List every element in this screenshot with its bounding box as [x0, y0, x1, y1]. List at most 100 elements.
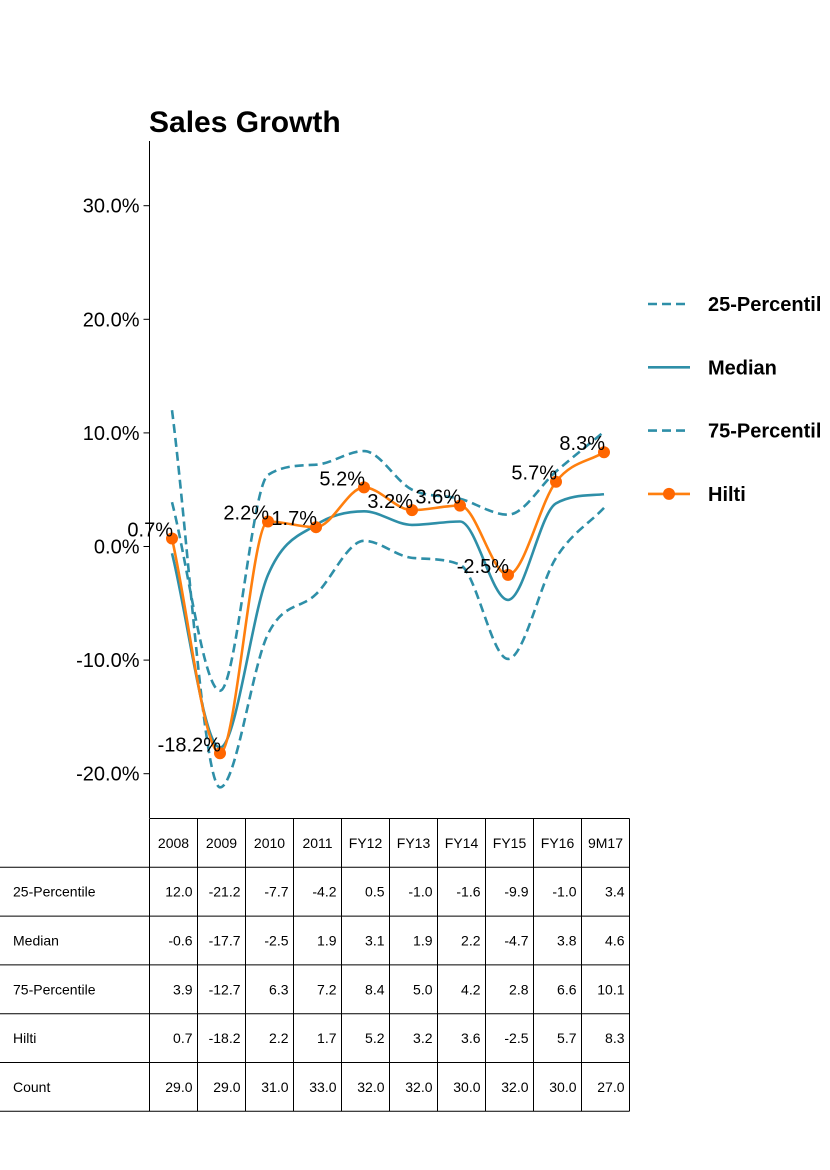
- hilti-data-label: 8.3%: [559, 433, 605, 455]
- y-tick-label: -10.0%: [76, 650, 140, 672]
- table-cell: 0.5: [365, 884, 385, 900]
- hilti-marker: [406, 504, 418, 517]
- table-cell: 6.3: [269, 981, 289, 997]
- table-cell: 32.0: [501, 1079, 528, 1095]
- table-cell: -18.2: [209, 1030, 241, 1046]
- hilti-marker: [454, 499, 466, 512]
- y-tick-label: 30.0%: [83, 196, 140, 218]
- hilti-marker: [310, 521, 322, 534]
- table-cell: 32.0: [357, 1079, 384, 1095]
- table-cell: 3.6: [461, 1030, 481, 1046]
- hilti-data-label: 2.2%: [223, 503, 269, 525]
- hilti-data-label: 0.7%: [127, 520, 173, 542]
- table-cell: 30.0: [453, 1079, 480, 1095]
- table-row-label: Median: [13, 933, 59, 949]
- table-cell: 1.9: [413, 933, 433, 949]
- hilti-marker: [262, 515, 274, 528]
- table-cell: 6.6: [557, 981, 577, 997]
- table-cell: 8.3: [605, 1030, 625, 1046]
- table-cell: 33.0: [309, 1079, 336, 1095]
- hilti-marker: [550, 475, 562, 488]
- hilti-markers: [166, 446, 610, 760]
- hilti-data-labels: 0.7% -18.2% 2.2% 1.7%5.2%3.2% 3.6% -2.5% 5.7%8…: [127, 433, 605, 756]
- table-cell: 30.0: [549, 1079, 576, 1095]
- table-cell: 2.2: [461, 933, 481, 949]
- table-cell: 5.7: [557, 1030, 577, 1046]
- table-cell: -0.6: [168, 933, 192, 949]
- table-column-header: FY16: [541, 835, 575, 851]
- table-column-header: FY12: [349, 835, 383, 851]
- legend-label-median: Median: [708, 357, 777, 379]
- table-cell: 31.0: [261, 1079, 288, 1095]
- table-cell: -2.5: [504, 1030, 528, 1046]
- 75-percentile-line: [170, 430, 605, 693]
- table-column-header: 2008: [158, 835, 189, 851]
- hilti-data-label: -18.2%: [158, 734, 222, 756]
- table-cell: -12.7: [209, 981, 241, 997]
- table-cell: 12.0: [165, 884, 192, 900]
- table-column-header: FY15: [493, 835, 527, 851]
- table-cell: 3.4: [605, 884, 625, 900]
- table-cell: 1.9: [317, 933, 337, 949]
- table-cell: 3.2: [413, 1030, 433, 1046]
- table-cell: -9.9: [504, 884, 528, 900]
- hilti-marker: [214, 747, 226, 760]
- y-tick-label: -20.0%: [76, 764, 140, 786]
- hilti-marker: [502, 568, 514, 581]
- legend-label-25-percentile: 25-Percentil: [708, 294, 821, 316]
- hilti-data-label: 5.7%: [511, 463, 557, 485]
- hilti-data-label: 1.7%: [271, 508, 317, 530]
- table-cell: -1.6: [456, 884, 480, 900]
- legend: 25-Percentil Median 75-Percentil Hilti: [648, 294, 821, 506]
- table-cell: 10.1: [597, 981, 624, 997]
- table-cell: 27.0: [597, 1079, 624, 1095]
- legend-label-75-percentile: 75-Percentil: [708, 421, 821, 443]
- hilti-marker: [166, 532, 178, 545]
- table-cell: -21.2: [209, 884, 241, 900]
- table-cell: 2.8: [509, 981, 529, 997]
- table-cell: -1.0: [552, 884, 576, 900]
- table-column-header: 2011: [302, 835, 332, 851]
- y-tick-label: 0.0%: [94, 537, 140, 559]
- y-tick-label: 20.0%: [83, 309, 140, 331]
- table-row-label: Count: [13, 1079, 50, 1095]
- table-cell: 3.8: [557, 933, 577, 949]
- table-cell: 29.0: [213, 1079, 240, 1095]
- table-column-header: FY14: [445, 835, 479, 851]
- table-cell: -7.7: [264, 884, 288, 900]
- table-cell: 3.9: [173, 981, 193, 997]
- table-cell: 1.7: [317, 1030, 337, 1046]
- table-cell: 7.2: [317, 981, 337, 997]
- 25-percentile-line: [170, 410, 605, 789]
- hilti-data-label: -2.5%: [457, 556, 509, 578]
- y-axis: 30.0% 20.0% 10.0% 0.0% -10.0% -20.0%: [76, 196, 150, 786]
- table-cell: 5.0: [413, 981, 433, 997]
- table-row-label: 75-Percentile: [13, 981, 96, 997]
- table-cell: 29.0: [165, 1079, 192, 1095]
- table-cell: -4.7: [504, 933, 528, 949]
- hilti-data-label: 3.2%: [367, 491, 413, 513]
- table-cell: 0.7: [173, 1030, 193, 1046]
- hilti-data-label: 5.2%: [319, 468, 365, 490]
- table-row-label: 25-Percentile: [13, 884, 96, 900]
- chart-title: Sales Growth: [149, 106, 341, 139]
- table-cell: 4.6: [605, 933, 625, 949]
- data-table: 2008 2009 2010 2011 FY12 FY13 FY14 FY15 FY16 9M17…: [0, 818, 630, 1112]
- table-cell: 3.1: [365, 933, 385, 949]
- table-column-header: FY13: [397, 835, 431, 851]
- hilti-marker: [598, 446, 610, 459]
- table-column-header: 2009: [206, 835, 237, 851]
- table-cell: -1.0: [408, 884, 432, 900]
- hilti-data-label: 3.6%: [415, 487, 461, 509]
- table-cell: 2.2: [269, 1030, 289, 1046]
- legend-label-hilti: Hilti: [708, 484, 746, 506]
- table-row-label: Hilti: [13, 1030, 36, 1046]
- table-cell: -4.2: [312, 884, 336, 900]
- table-column-header: 9M17: [588, 835, 623, 851]
- table-cell: 4.2: [461, 981, 481, 997]
- table-column-header: 2010: [254, 835, 285, 851]
- table-cell: 8.4: [365, 981, 385, 997]
- legend-marker-hilti: [663, 487, 675, 500]
- table-cell: -17.7: [209, 933, 241, 949]
